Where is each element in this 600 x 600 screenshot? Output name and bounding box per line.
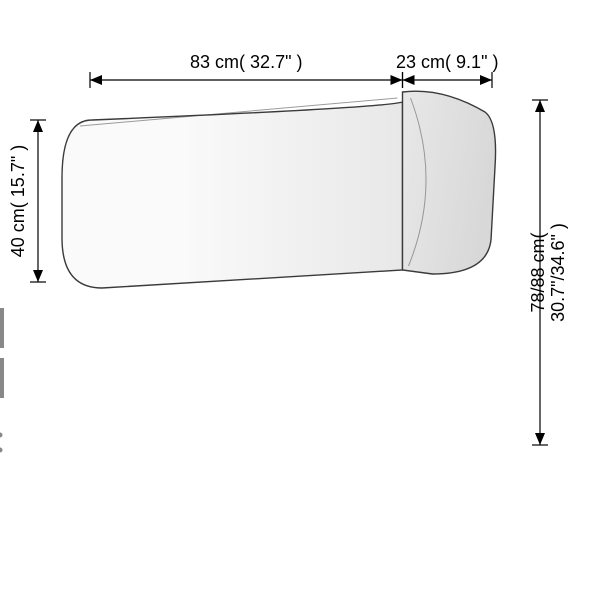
dimension-diagram: 83 cm( 32.7" ) 23 cm( 9.1" ) 40 cm( 15.7" … [0,0,600,600]
label-depth: 23 cm( 9.1" ) [396,52,498,72]
label-cushion-height: 40 cm( 15.7" ) [8,145,28,257]
label-width: 83 cm( 32.7" ) [190,52,302,72]
label-total-height: 78/88 cm(30.7"/34.6" ) [528,223,568,322]
